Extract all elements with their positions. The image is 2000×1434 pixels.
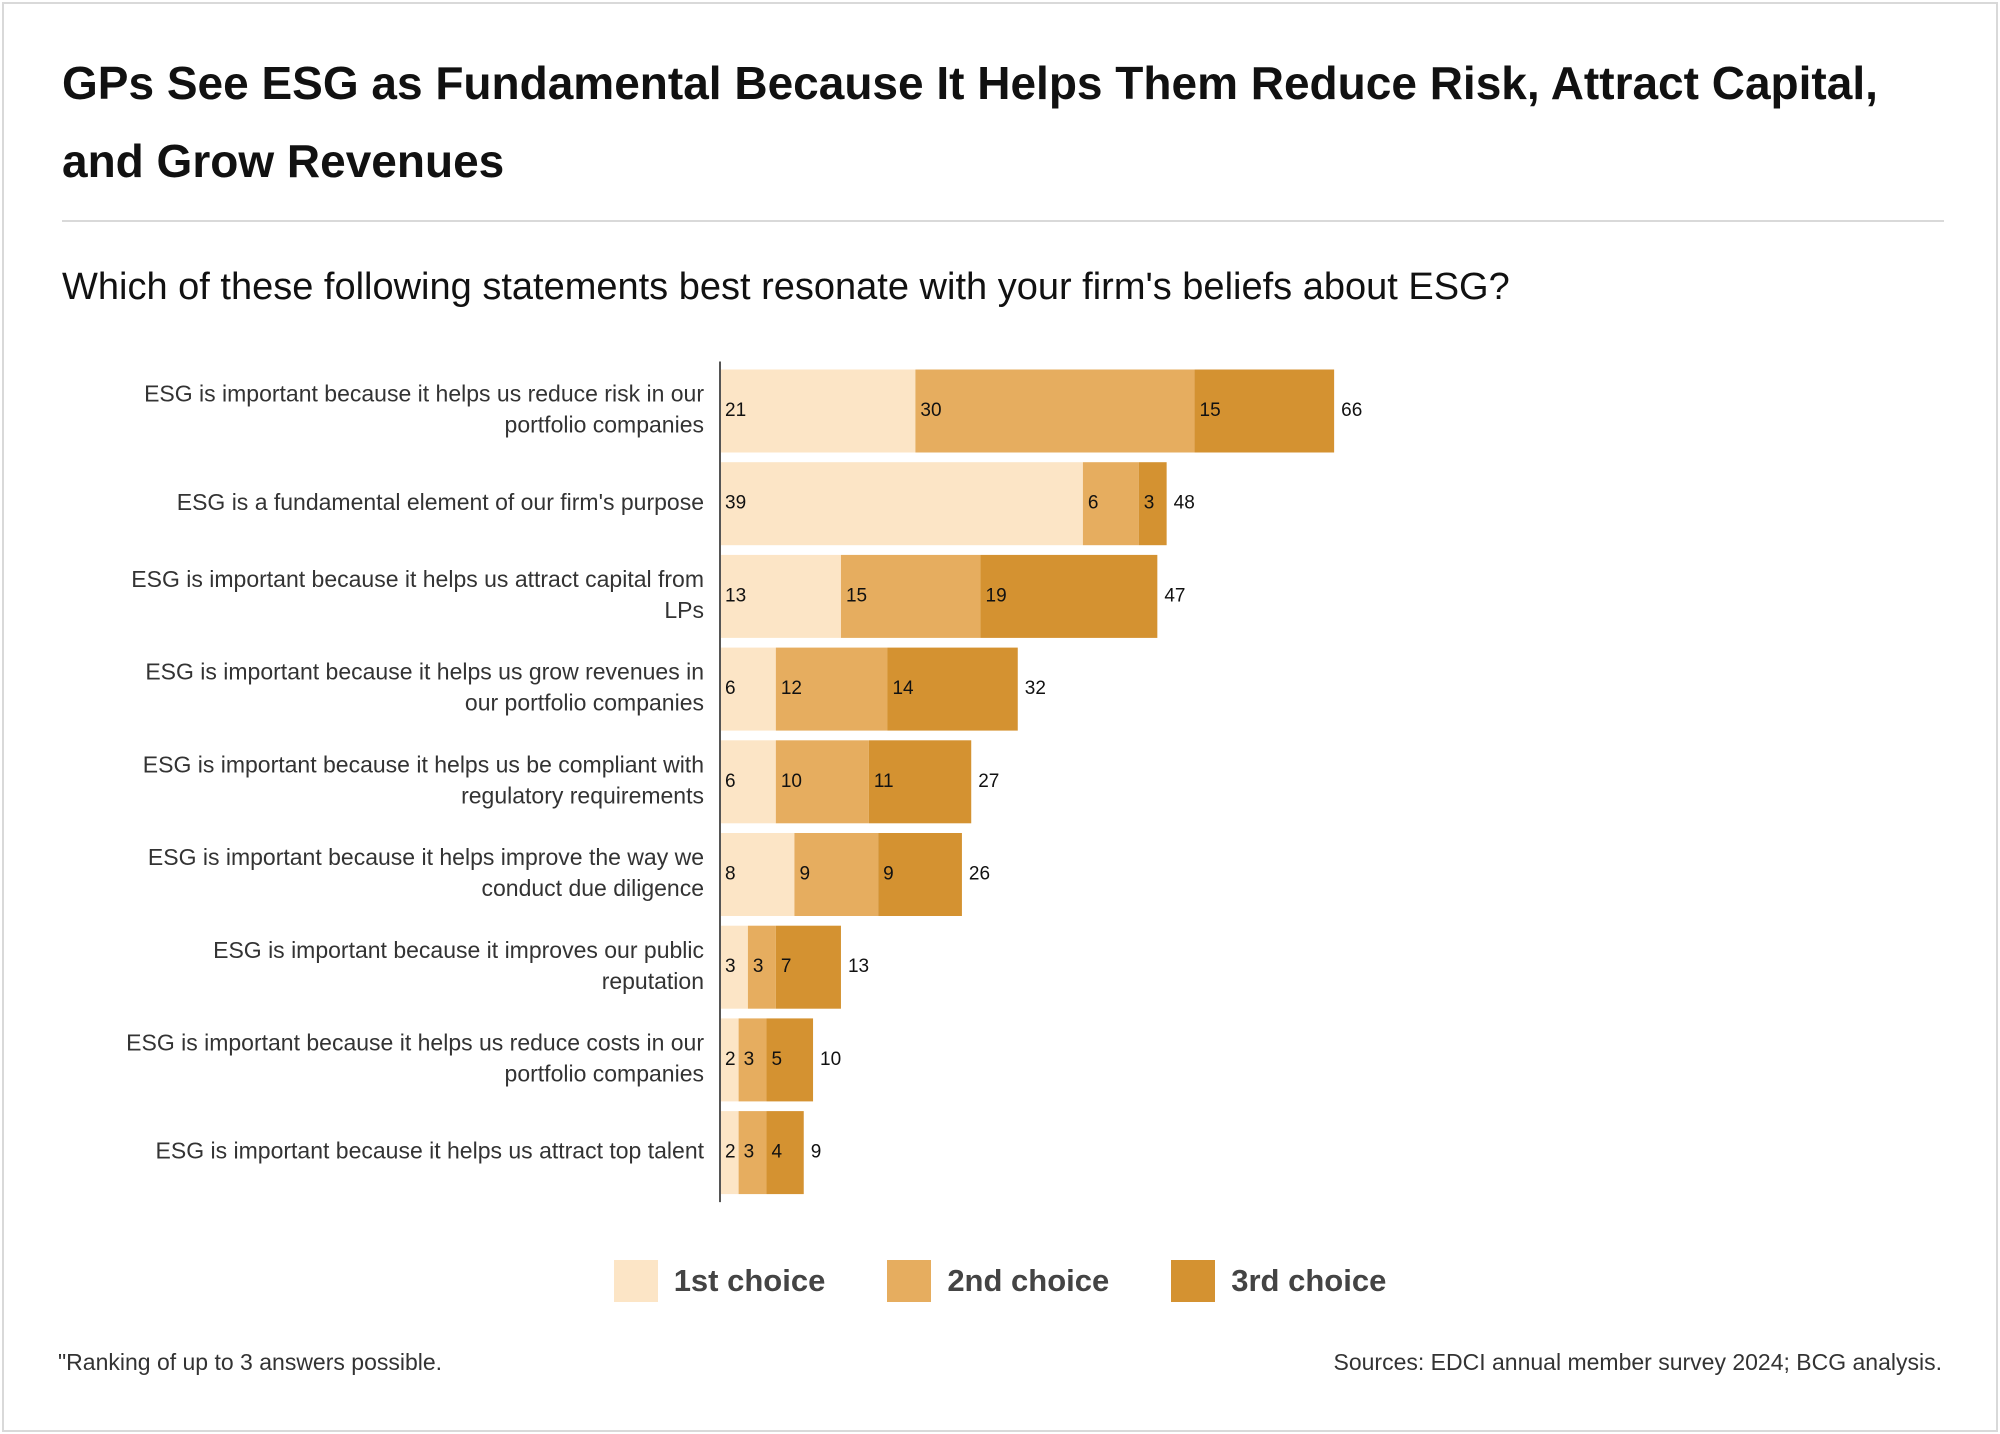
bar-segment-1 <box>720 1018 739 1102</box>
bar-segment-1 <box>720 740 776 824</box>
category-label: ESG is a fundamental element of our firm… <box>177 489 704 515</box>
bar-value-label: 13 <box>725 585 746 606</box>
category-label: ESG is important because it helps us be … <box>143 751 704 777</box>
bar-value-label: 4 <box>772 1142 783 1163</box>
legend-label: 1st choice <box>673 1263 826 1298</box>
bar-segment-3 <box>980 554 1158 638</box>
bar-value-label: 15 <box>1200 400 1221 421</box>
bar-segment-2 <box>775 647 888 731</box>
bar-segment-2 <box>840 554 981 638</box>
legend-item: 3rd choice <box>1171 1260 1386 1302</box>
legend-swatch <box>1171 1260 1216 1302</box>
bar-value-label: 6 <box>1088 493 1099 514</box>
bar-segment-2 <box>915 369 1195 453</box>
bar-value-label: 3 <box>744 1049 755 1070</box>
bar-value-label: 15 <box>846 585 867 606</box>
chart-subtitle: Which of these following statements best… <box>62 266 1510 308</box>
bar-value-label: 10 <box>781 771 802 792</box>
bar-segment-1 <box>720 1111 739 1195</box>
bar-total-label: 48 <box>1174 493 1195 514</box>
category-label: ESG is important because it improves our… <box>213 937 704 963</box>
bar-segment-3 <box>1194 369 1335 453</box>
bar-value-label: 7 <box>781 956 792 977</box>
category-label: ESG is important because it helps us gro… <box>145 659 704 685</box>
category-label: ESG is important because it helps us red… <box>126 1029 704 1055</box>
category-label: our portfolio companies <box>465 690 704 716</box>
bar-value-label: 14 <box>892 678 914 699</box>
bar-total-label: 26 <box>969 864 990 885</box>
bar-segment-3 <box>766 1018 814 1102</box>
bar-value-label: 3 <box>725 956 736 977</box>
bar-segment-1 <box>720 833 795 916</box>
legend-label: 3rd choice <box>1231 1263 1387 1298</box>
category-label: portfolio companies <box>505 412 704 438</box>
bar-total-label: 13 <box>848 956 869 977</box>
bar-segment-1 <box>720 554 841 638</box>
bar-segment-2 <box>738 1018 767 1102</box>
bar-value-label: 9 <box>799 864 810 885</box>
bar-segment-2 <box>794 833 879 916</box>
bar-value-label: 30 <box>920 400 941 421</box>
bar-segment-3 <box>775 925 841 1009</box>
bar-value-label: 11 <box>874 771 894 792</box>
bar-value-label: 6 <box>725 771 736 792</box>
category-label: portfolio companies <box>505 1060 704 1086</box>
bar-value-label: 12 <box>781 678 802 699</box>
bar-segment-3 <box>1138 462 1167 546</box>
bar-segment-2 <box>775 740 869 824</box>
category-label: ESG is important because it helps us att… <box>131 566 704 592</box>
legend-item: 1st choice <box>613 1260 826 1302</box>
bar-value-label: 8 <box>725 864 736 885</box>
legend-item: 2nd choice <box>887 1260 1109 1302</box>
category-label: ESG is important because it helps improv… <box>148 844 704 870</box>
bar-value-label: 9 <box>883 864 894 885</box>
category-label: LPs <box>664 597 704 623</box>
bar-segment-2 <box>1082 462 1139 546</box>
category-label: reputation <box>602 968 704 994</box>
bar-total-label: 27 <box>978 771 999 792</box>
footnote: "Ranking of up to 3 answers possible. <box>58 1349 443 1375</box>
bar-value-label: 39 <box>725 493 746 514</box>
bar-value-label: 3 <box>1144 493 1155 514</box>
bar-segment-2 <box>747 925 776 1009</box>
bar-value-label: 21 <box>725 400 746 421</box>
bar-segment-1 <box>720 462 1083 546</box>
chart-title: GPs See ESG as Fundamental Because It He… <box>62 57 1878 187</box>
bar-total-label: 47 <box>1164 585 1185 606</box>
legend-label: 2nd choice <box>947 1263 1110 1298</box>
category-label: conduct due diligence <box>482 875 705 901</box>
bar-total-label: 66 <box>1341 400 1362 421</box>
bar-segment-3 <box>878 833 962 916</box>
category-label: regulatory requirements <box>461 782 704 808</box>
bar-value-label: 5 <box>772 1049 783 1070</box>
bar-value-label: 3 <box>753 956 764 977</box>
bar-segment-3 <box>887 647 1018 731</box>
bar-segment-3 <box>868 740 972 824</box>
bar-segment-1 <box>720 647 776 731</box>
sources-note: Sources: EDCI annual member survey 2024;… <box>1333 1349 1943 1375</box>
category-label: ESG is important because it helps us att… <box>156 1138 705 1164</box>
bar-value-label: 19 <box>986 585 1007 606</box>
legend-swatch <box>613 1260 658 1302</box>
bar-value-label: 2 <box>725 1142 736 1163</box>
chart-legend: 1st choice 2nd choice 3rd choice <box>0 1260 2000 1302</box>
title-divider <box>62 220 1944 222</box>
bar-segment-3 <box>766 1111 804 1195</box>
bar-total-label: 9 <box>811 1142 822 1163</box>
bar-segment-1 <box>720 369 916 453</box>
legend-swatch <box>887 1260 932 1302</box>
category-label: ESG is important because it helps us red… <box>144 381 704 407</box>
bar-total-label: 32 <box>1025 678 1046 699</box>
stacked-bar-chart: ESG is important because it helps us red… <box>126 361 1362 1203</box>
bar-segment-1 <box>720 925 748 1009</box>
bar-value-label: 2 <box>725 1049 736 1070</box>
bar-value-label: 6 <box>725 678 736 699</box>
bar-value-label: 3 <box>744 1142 755 1163</box>
bar-segment-2 <box>738 1111 767 1195</box>
bar-total-label: 10 <box>820 1049 841 1070</box>
